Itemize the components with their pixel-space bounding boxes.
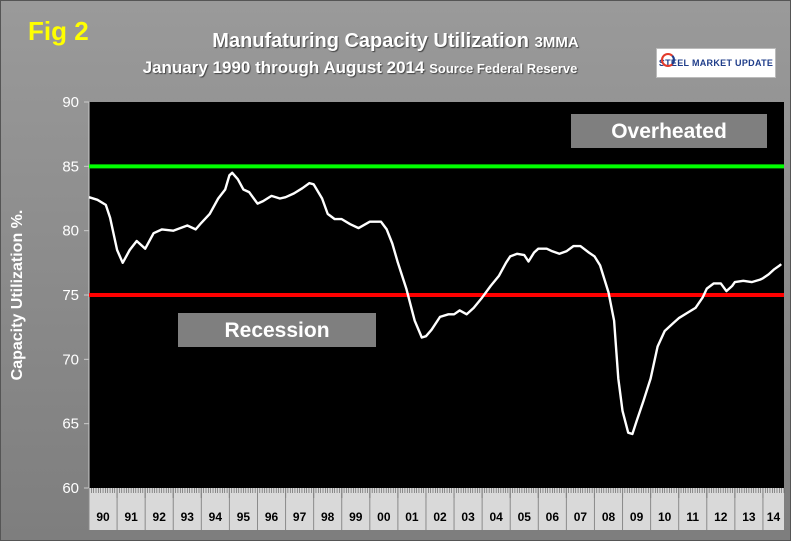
x-tick-label: 13 xyxy=(742,510,756,524)
x-tick-label: 11 xyxy=(686,510,699,524)
x-tick-label: 00 xyxy=(377,510,391,524)
steel-market-update-logo: STEEL MARKET UPDATE xyxy=(656,48,776,78)
x-tick-label: 99 xyxy=(349,510,363,524)
chart-subtitle: January 1990 through August 2014 Source … xyxy=(0,58,720,78)
x-tick-label: 09 xyxy=(630,510,644,524)
x-tick-label: 04 xyxy=(489,510,503,524)
y-tick-label: 60 xyxy=(62,480,79,497)
x-tick-label: 96 xyxy=(265,510,279,524)
x-tick-label: 06 xyxy=(546,510,560,524)
x-tick-label: 90 xyxy=(96,510,110,524)
x-tick-label: 98 xyxy=(321,510,335,524)
chart-title-text: Manufaturing Capacity Utilization xyxy=(212,30,529,52)
x-tick-label: 91 xyxy=(124,510,138,524)
y-tick-label: 65 xyxy=(62,416,79,433)
recession-annotation-label: Recession xyxy=(224,319,329,342)
x-tick-label: 93 xyxy=(181,510,195,524)
y-axis-label: Capacity Utilization %. xyxy=(9,210,26,381)
figure-label: Fig 2 xyxy=(28,16,89,46)
y-tick-label: 85 xyxy=(62,158,79,175)
x-axis-band xyxy=(89,488,784,530)
chart-source: Source Federal Reserve xyxy=(429,61,578,76)
x-tick-label: 05 xyxy=(518,510,532,524)
x-tick-label: 94 xyxy=(209,510,223,524)
x-tick-label: 97 xyxy=(293,510,307,524)
chart-title: Manufaturing Capacity Utilization 3MMA xyxy=(0,30,791,53)
y-tick-label: 80 xyxy=(62,223,79,240)
chart-title-suffix: 3MMA xyxy=(534,34,579,51)
chart-subtitle-text: January 1990 through August 2014 xyxy=(142,58,425,77)
logo-text: STEEL MARKET UPDATE xyxy=(658,58,774,68)
recession-annotation-box xyxy=(178,313,376,347)
y-axis: 60 65 70 75 80 85 90 xyxy=(62,94,90,497)
logo-mark-icon xyxy=(661,53,675,67)
y-tick-label: 70 xyxy=(62,351,79,368)
overheated-annotation-label: Overheated xyxy=(611,120,727,143)
annotations: Overheated Recession xyxy=(178,114,767,347)
x-tick-label: 02 xyxy=(433,510,447,524)
x-tick-label: 14 xyxy=(767,510,781,524)
x-tick-label: 95 xyxy=(237,510,251,524)
x-tick-label: 01 xyxy=(405,510,419,524)
x-tick-label: 12 xyxy=(714,510,728,524)
x-tick-label: 07 xyxy=(574,510,588,524)
y-tick-label: 90 xyxy=(62,94,79,111)
x-tick-label: 03 xyxy=(461,510,475,524)
x-tick-label: 08 xyxy=(602,510,616,524)
series-line xyxy=(88,171,783,436)
x-tick-label: 92 xyxy=(153,510,167,524)
y-tick-label: 75 xyxy=(62,287,79,304)
reference-lines xyxy=(89,164,784,297)
x-axis: 90 91 92 93 94 95 96 97 98 99 00 01 02 03 04 05 06 07 08 09… xyxy=(88,488,785,530)
x-tick-label: 10 xyxy=(658,510,672,524)
overheated-annotation-box xyxy=(571,114,767,148)
